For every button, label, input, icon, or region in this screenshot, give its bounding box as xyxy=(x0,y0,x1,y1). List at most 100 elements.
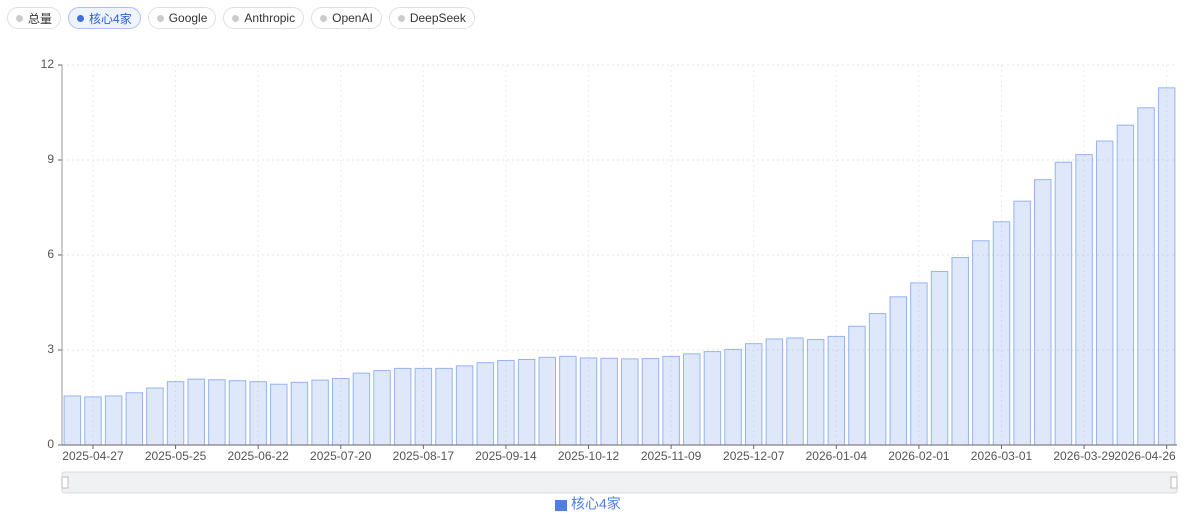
bar xyxy=(517,359,536,446)
bar xyxy=(703,351,722,446)
zoom-handle xyxy=(61,476,69,489)
bar xyxy=(476,362,495,446)
y-tick-label: 0 xyxy=(47,437,54,451)
bar xyxy=(497,359,515,446)
bar xyxy=(208,379,226,446)
bar xyxy=(724,348,742,446)
bar xyxy=(104,395,123,446)
filter-dot xyxy=(232,14,240,22)
zoom-handle xyxy=(1170,476,1178,489)
bar xyxy=(868,313,887,446)
x-tick-label: 2025-10-12 xyxy=(558,449,620,463)
bar xyxy=(641,358,660,446)
x-tick-label: 2026-03-29 xyxy=(1053,449,1115,463)
x-tick-label: 2025-04-27 xyxy=(62,449,124,463)
bar xyxy=(63,395,82,446)
bar xyxy=(621,358,639,446)
y-tick-label: 3 xyxy=(47,342,54,356)
legend-swatch xyxy=(555,500,567,511)
bar xyxy=(1075,154,1093,446)
bar xyxy=(951,257,969,446)
bar xyxy=(84,396,102,446)
filter-button[interactable]: 核心4家 xyxy=(68,7,141,29)
bar xyxy=(228,380,247,446)
bar xyxy=(662,355,680,446)
bar xyxy=(166,381,185,446)
filter-button[interactable]: DeepSeek xyxy=(388,7,475,29)
x-tick-label: 2025-09-14 xyxy=(475,449,537,463)
x-tick-label: 2025-08-17 xyxy=(393,449,455,463)
bar xyxy=(559,355,577,446)
bar xyxy=(848,325,866,446)
y-tick-label: 6 xyxy=(47,247,54,261)
filter-button[interactable]: Anthropic xyxy=(223,7,305,29)
bar xyxy=(270,383,288,446)
bar xyxy=(910,282,928,446)
bar xyxy=(1157,87,1176,446)
bar xyxy=(930,270,949,446)
bar xyxy=(972,240,990,446)
filter-dot xyxy=(156,14,164,22)
x-tick-label: 2026-03-01 xyxy=(971,449,1033,463)
filter-label: Google xyxy=(168,11,208,25)
filter-button[interactable]: Google xyxy=(147,7,217,29)
x-tick-label: 2026-04-26 xyxy=(1114,449,1176,463)
bar xyxy=(579,357,598,446)
bar xyxy=(352,372,371,446)
legend: 核心4家 xyxy=(555,496,621,512)
filter-dot xyxy=(77,14,85,22)
bar xyxy=(683,353,701,446)
x-tick-label: 2025-07-20 xyxy=(310,449,372,463)
zoom-slider xyxy=(61,471,1178,494)
bar xyxy=(806,339,825,446)
legend-label: 核心4家 xyxy=(571,496,621,512)
bar xyxy=(538,356,556,446)
bar xyxy=(414,367,433,446)
filter-label: Anthropic xyxy=(244,11,296,25)
bar xyxy=(125,392,144,446)
bar xyxy=(146,387,164,446)
x-tick-label: 2025-11-09 xyxy=(641,449,702,463)
bar xyxy=(1095,140,1114,446)
bar xyxy=(600,357,618,446)
bar xyxy=(827,335,846,446)
x-tick-label: 2026-01-04 xyxy=(806,449,868,463)
filter-label: DeepSeek xyxy=(409,11,466,25)
bar xyxy=(1034,179,1052,446)
bar xyxy=(331,378,350,446)
bar xyxy=(249,381,267,446)
filter-label: 总量 xyxy=(28,11,53,26)
bar xyxy=(1054,161,1073,446)
filter-dot xyxy=(320,14,328,22)
bar xyxy=(435,367,453,446)
bar xyxy=(187,378,205,446)
filter-button[interactable]: OpenAI xyxy=(311,7,382,29)
y-tick-label: 12 xyxy=(41,57,55,71)
bar xyxy=(786,337,804,446)
bar xyxy=(765,338,784,446)
bar xyxy=(1116,124,1135,446)
filter-dot xyxy=(397,14,405,22)
bar xyxy=(889,296,908,446)
bar xyxy=(1013,200,1031,446)
filter-label: 核心4家 xyxy=(89,11,132,26)
filter-label: OpenAI xyxy=(332,11,373,25)
bar xyxy=(1137,107,1155,446)
filter-bar: 总量 核心4家 Google Anthropic OpenAI DeepSeek xyxy=(7,7,475,29)
bar xyxy=(373,370,391,446)
x-tick-label: 2026-02-01 xyxy=(888,449,950,463)
x-tick-label: 2025-06-22 xyxy=(227,449,289,463)
filter-button[interactable]: 总量 xyxy=(7,7,62,29)
bar xyxy=(311,379,329,446)
filter-dot xyxy=(16,14,23,22)
y-tick-label: 9 xyxy=(47,152,54,166)
bar xyxy=(393,367,412,446)
x-tick-label: 2025-05-25 xyxy=(145,449,207,463)
x-tick-label: 2025-12-07 xyxy=(723,449,785,463)
bar xyxy=(290,381,309,446)
bar xyxy=(992,221,1011,446)
bar xyxy=(455,365,474,446)
bar xyxy=(744,343,763,446)
